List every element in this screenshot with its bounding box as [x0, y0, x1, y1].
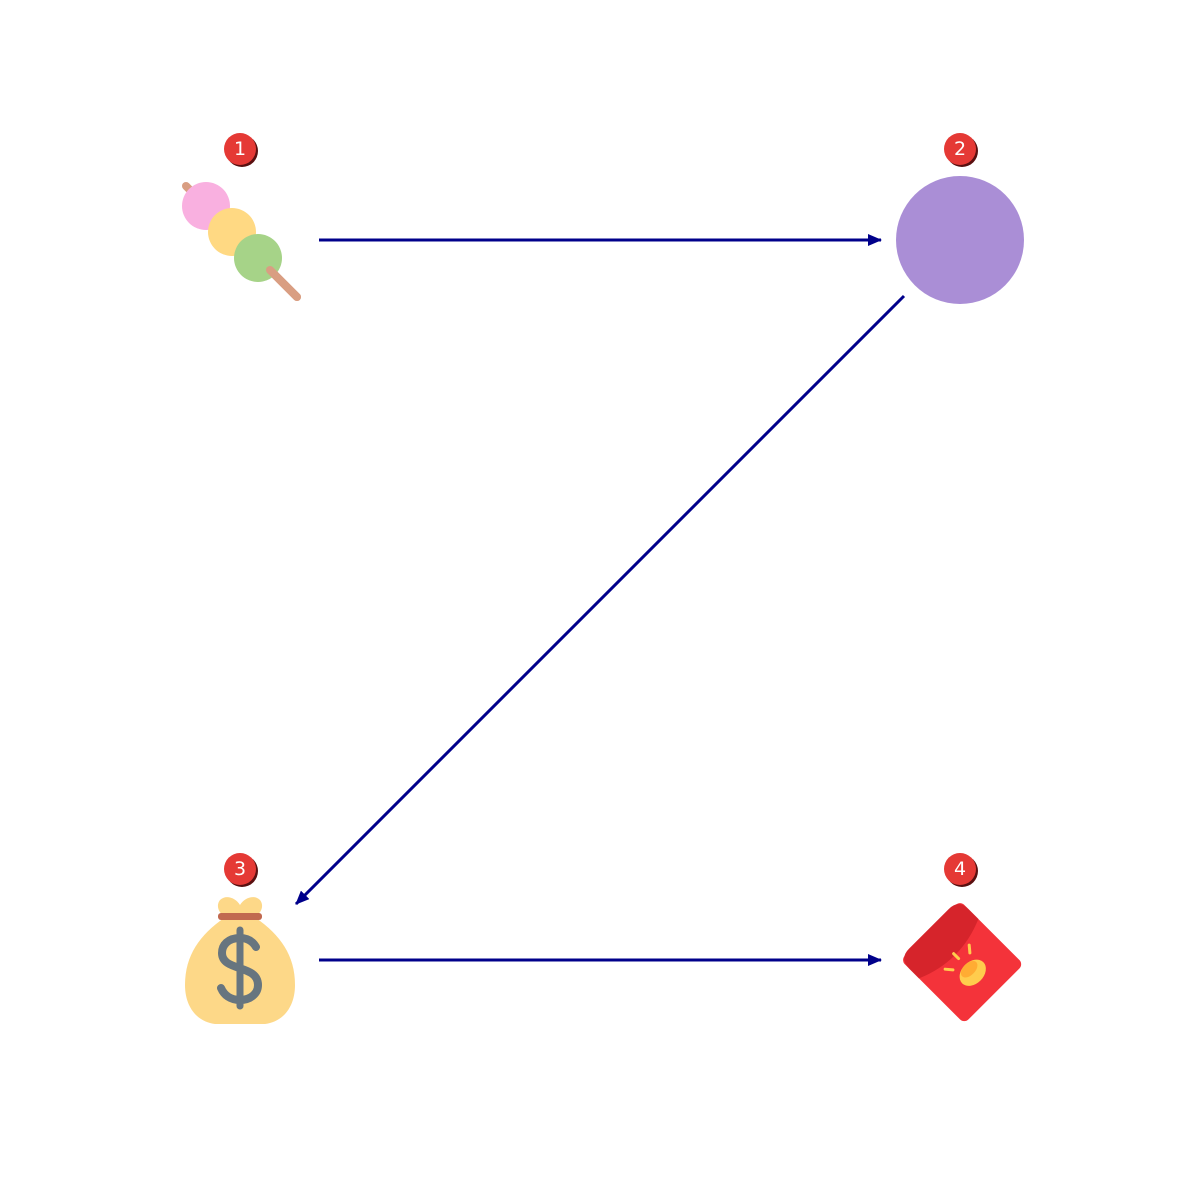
- money-bag-icon: [185, 897, 295, 1024]
- purple-circle-icon: [896, 176, 1024, 304]
- node-2[interactable]: 2: [896, 133, 1024, 304]
- edge-2-to-3-arrow: [294, 294, 906, 906]
- node-3[interactable]: 3: [185, 853, 295, 1024]
- node-badge: 3: [224, 853, 258, 887]
- node-badge: 4: [944, 853, 978, 887]
- node-4[interactable]: 4: [899, 853, 1023, 1024]
- node-badge: 2: [944, 133, 978, 167]
- node-badge-label: 1: [234, 138, 246, 160]
- node-badge-label: 4: [954, 858, 966, 880]
- dango-icon: [182, 182, 301, 301]
- node-badge: 1: [224, 133, 258, 167]
- node-1[interactable]: 1: [182, 133, 301, 301]
- red-envelope-icon: [903, 903, 1022, 1022]
- node-badge-label: 3: [234, 858, 246, 880]
- node-badge-label: 2: [954, 138, 966, 160]
- edges: [294, 234, 906, 966]
